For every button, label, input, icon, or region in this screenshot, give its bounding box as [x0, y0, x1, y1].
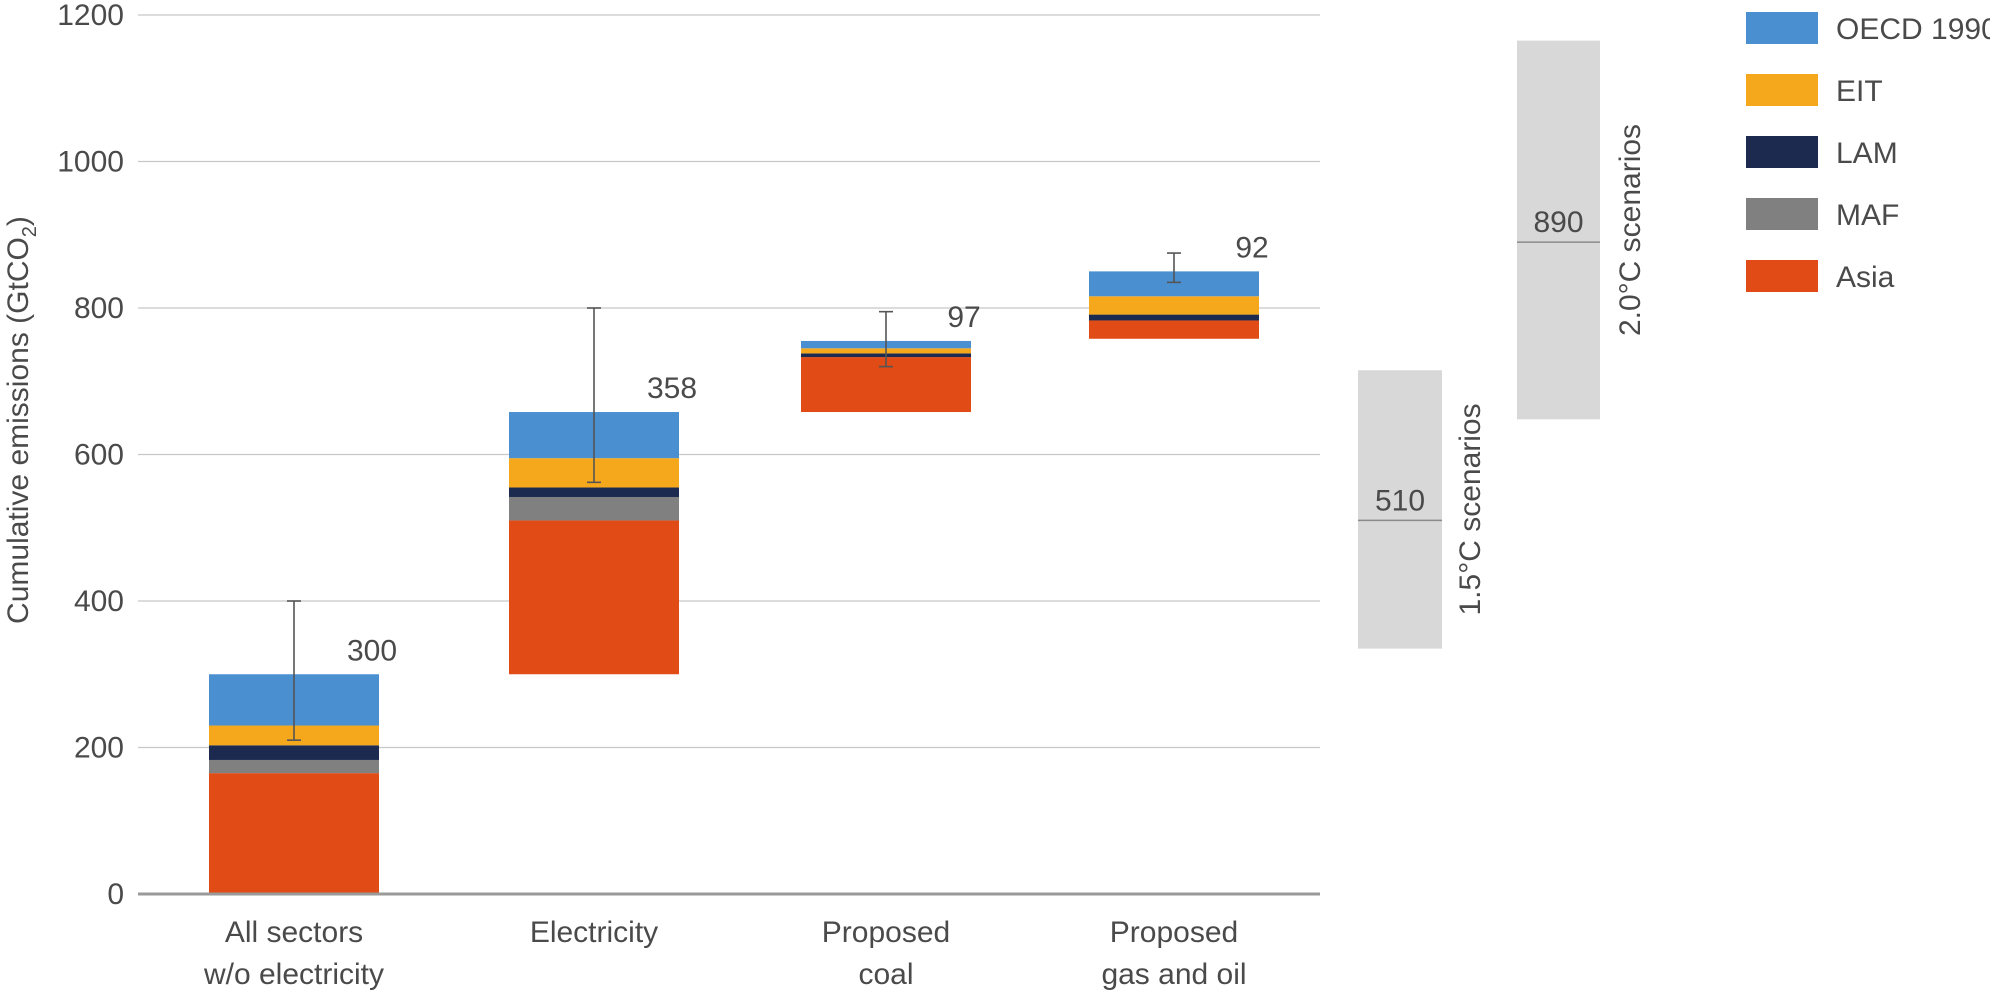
- scenario-range: [1358, 370, 1442, 649]
- x-axis: All sectors w/o electricity Electricity Pro…: [138, 892, 1320, 991]
- y-axis-label: Cumulative emissions (GtCO2): [2, 216, 41, 624]
- bar-segment-maf: [209, 759, 379, 774]
- bar-stacks: [209, 271, 1259, 894]
- y-tick-label: 1200: [57, 0, 124, 32]
- gridlines: [138, 14, 1320, 749]
- bar-segment-lam: [209, 745, 379, 760]
- category-label: All sectors: [225, 916, 363, 949]
- legend: OECD 1990 EIT LAM MAF Asia: [1746, 12, 1990, 294]
- legend-label: EIT: [1836, 75, 1883, 108]
- scenario-median-label: 510: [1375, 484, 1425, 517]
- bar-segment-lam: [1089, 314, 1259, 321]
- category-label: Proposed: [1110, 916, 1238, 949]
- legend-label: OECD 1990: [1836, 13, 1990, 46]
- bar-segment-maf: [509, 496, 679, 521]
- total-label: 97: [947, 301, 980, 334]
- y-axis-label-main: Cumulative emissions (GtCO: [2, 237, 35, 624]
- bar-segment-lam: [509, 487, 679, 497]
- category-label: w/o electricity: [203, 958, 384, 991]
- y-tick-label: 600: [74, 439, 124, 472]
- y-axis: 0 200 400 600 800 1000 1200: [57, 0, 124, 911]
- error-bars: [287, 252, 1181, 741]
- category-label: gas and oil: [1101, 958, 1246, 991]
- total-label: 358: [647, 372, 697, 405]
- legend-swatch: [1746, 74, 1818, 106]
- legend-swatch: [1746, 260, 1818, 292]
- legend-swatch: [1746, 198, 1818, 230]
- legend-swatch: [1746, 136, 1818, 168]
- bar-segment-asia: [209, 773, 379, 894]
- legend-label: MAF: [1836, 199, 1899, 232]
- bar-segment-asia: [509, 520, 679, 675]
- y-tick-label: 800: [74, 292, 124, 325]
- scenario-label: 2.0°C scenarios: [1614, 124, 1647, 336]
- legend-swatch: [1746, 12, 1818, 44]
- y-tick-label: 1000: [57, 146, 124, 179]
- y-axis-label-close: ): [2, 216, 35, 226]
- y-axis-label-subscript: 2: [19, 226, 41, 237]
- scenario-ranges: 510 1.5°C scenarios 890 2.0°C scenarios: [1358, 40, 1647, 649]
- y-tick-label: 200: [74, 732, 124, 765]
- scenario-range: [1517, 40, 1600, 420]
- y-tick-label: 0: [107, 878, 124, 911]
- bar-segment-eit: [1089, 296, 1259, 315]
- scenario-label: 1.5°C scenarios: [1454, 403, 1487, 615]
- y-tick-label: 400: [74, 585, 124, 618]
- category-label: Proposed: [822, 916, 950, 949]
- legend-label: LAM: [1836, 137, 1898, 170]
- category-label: coal: [858, 958, 913, 991]
- legend-label: Asia: [1836, 261, 1895, 294]
- total-labels: 300 358 97 92: [347, 231, 1269, 667]
- total-label: 300: [347, 634, 397, 667]
- bar-segment-asia: [1089, 320, 1259, 339]
- category-label: Electricity: [530, 916, 658, 949]
- total-label: 92: [1235, 231, 1268, 264]
- scenario-median-label: 890: [1533, 206, 1583, 239]
